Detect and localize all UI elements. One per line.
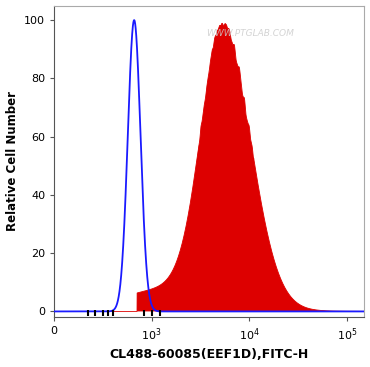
X-axis label: CL488-60085(EEF1D),FITC-H: CL488-60085(EEF1D),FITC-H: [110, 348, 309, 361]
Text: WWW.PTGLAB.COM: WWW.PTGLAB.COM: [206, 29, 293, 38]
Y-axis label: Relative Cell Number: Relative Cell Number: [6, 91, 18, 232]
